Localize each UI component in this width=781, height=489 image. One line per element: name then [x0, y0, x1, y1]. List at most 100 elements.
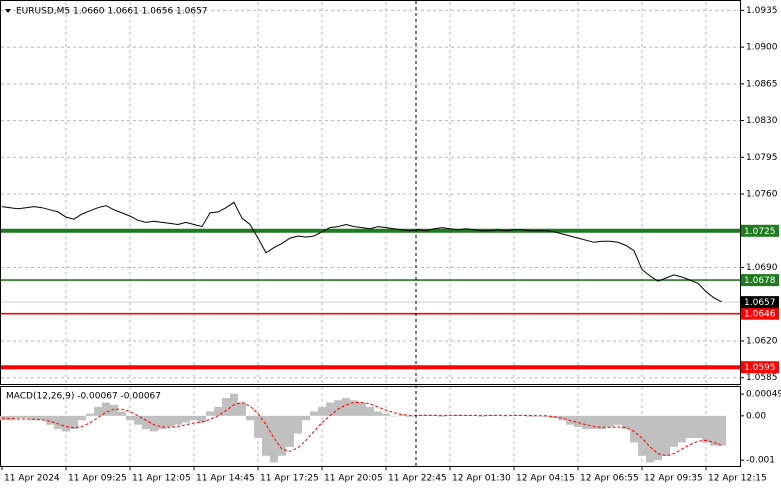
symbol-menu-arrow[interactable]: [5, 9, 11, 13]
histogram-bar: [358, 402, 366, 416]
histogram-bar: [454, 414, 462, 416]
histogram-bar: [710, 415, 718, 446]
histogram-bar: [214, 406, 222, 416]
x-tick-label: 12 Apr 09:35: [644, 474, 703, 484]
histogram-bar: [630, 415, 638, 443]
histogram-bar: [78, 415, 86, 421]
y-tick-label: 1.0865: [746, 79, 778, 89]
last-price-label: 1.0657: [744, 298, 776, 308]
y-tick-label: 1.0900: [746, 43, 778, 53]
x-tick-label: 11 Apr 2024: [4, 474, 60, 484]
histogram-bar: [262, 415, 270, 456]
level-label: 1.0646: [744, 310, 776, 320]
histogram-bar: [662, 415, 670, 456]
histogram-bar: [694, 415, 702, 439]
level-label: 1.0595: [744, 363, 776, 373]
histogram-bar: [526, 415, 534, 417]
level-label-box: [741, 224, 779, 237]
histogram-bar: [134, 415, 142, 425]
histogram-bar: [654, 415, 662, 461]
histogram-bar: [638, 415, 646, 456]
macd-panel-frame: [0, 386, 741, 467]
histogram-bar: [374, 411, 382, 416]
histogram-bar: [366, 406, 374, 416]
histogram-bar: [142, 415, 150, 430]
level-label-box: [741, 361, 779, 374]
y-tick-label: -0.001: [746, 456, 775, 466]
histogram-bar: [558, 415, 566, 421]
histogram-bar: [238, 402, 246, 416]
price-panel-frame: [0, 0, 741, 385]
histogram-bar: [62, 415, 70, 432]
histogram-bar: [646, 415, 654, 463]
histogram-bar: [574, 415, 582, 427]
macd-title: MACD(12,26,9) -0.00067 -0.00067: [6, 392, 161, 402]
histogram-bar: [318, 406, 326, 416]
histogram-bar: [342, 398, 350, 416]
histogram-bar: [14, 415, 22, 419]
histogram-bar: [110, 404, 118, 416]
x-tick-label: 12 Apr 04:15: [516, 474, 575, 484]
histogram-bar: [326, 402, 334, 416]
histogram-bar: [390, 415, 398, 417]
histogram-bar: [414, 414, 422, 416]
level-label-box: [741, 307, 779, 320]
histogram-bar: [670, 415, 678, 447]
histogram-bar: [246, 415, 254, 421]
y-tick-label: 1.0690: [746, 263, 778, 273]
histogram-bar: [334, 400, 342, 416]
histogram-bar: [502, 415, 510, 417]
histogram-bar: [278, 415, 286, 456]
histogram-bar: [718, 415, 726, 446]
histogram-bar: [94, 406, 102, 416]
y-tick-label: 1.0585: [746, 373, 778, 383]
histogram-bar: [206, 411, 214, 416]
price-line: [1, 201, 723, 303]
x-tick-label: 12 Apr 06:55: [580, 474, 639, 484]
price-chart-title: EURUSD,M5 1.0660 1.0661 1.0656 1.0657: [16, 7, 208, 17]
histogram-bar: [150, 415, 158, 432]
x-tick-label: 12 Apr 12:15: [708, 474, 767, 484]
x-tick-label: 12 Apr 01:30: [452, 474, 511, 484]
histogram-bar: [494, 415, 502, 416]
histogram-bar: [678, 415, 686, 443]
histogram-bar: [534, 415, 542, 417]
histogram-bar: [302, 415, 310, 421]
y-tick-label: 1.0795: [746, 153, 778, 163]
x-tick-label: 11 Apr 14:45: [196, 474, 255, 484]
histogram-bar: [686, 415, 694, 439]
histogram-bar: [22, 415, 30, 419]
y-tick-label: 1.0830: [746, 116, 778, 126]
histogram-bar: [126, 415, 134, 421]
histogram-bar: [46, 415, 54, 425]
histogram-bar: [70, 415, 78, 430]
histogram-bar: [598, 415, 606, 430]
histogram-bar: [622, 415, 630, 430]
histogram-bar: [518, 415, 526, 416]
histogram-bar: [582, 415, 590, 430]
histogram-bar: [438, 415, 446, 417]
histogram-bar: [54, 415, 62, 430]
x-tick-label: 11 Apr 12:05: [132, 474, 191, 484]
histogram-bar: [182, 415, 190, 423]
histogram-bar: [406, 415, 414, 417]
histogram-bar: [382, 413, 390, 416]
histogram-bar: [174, 415, 182, 425]
histogram-bar: [478, 415, 486, 417]
y-tick-label: 0.00049: [746, 390, 781, 400]
histogram-bar: [198, 415, 206, 423]
y-tick-label: 0.00: [746, 411, 766, 421]
level-label-box: [741, 274, 779, 287]
y-tick-label: 1.0760: [746, 190, 778, 200]
y-tick-label: 1.0935: [746, 6, 778, 16]
histogram-bar: [102, 402, 110, 416]
level-label: 1.0678: [744, 276, 776, 286]
histogram-bar: [270, 415, 278, 463]
x-tick-label: 11 Apr 20:05: [324, 474, 383, 484]
x-tick-label: 11 Apr 22:45: [388, 474, 447, 484]
last-price-label-box: [741, 296, 779, 309]
histogram-bar: [118, 411, 126, 416]
